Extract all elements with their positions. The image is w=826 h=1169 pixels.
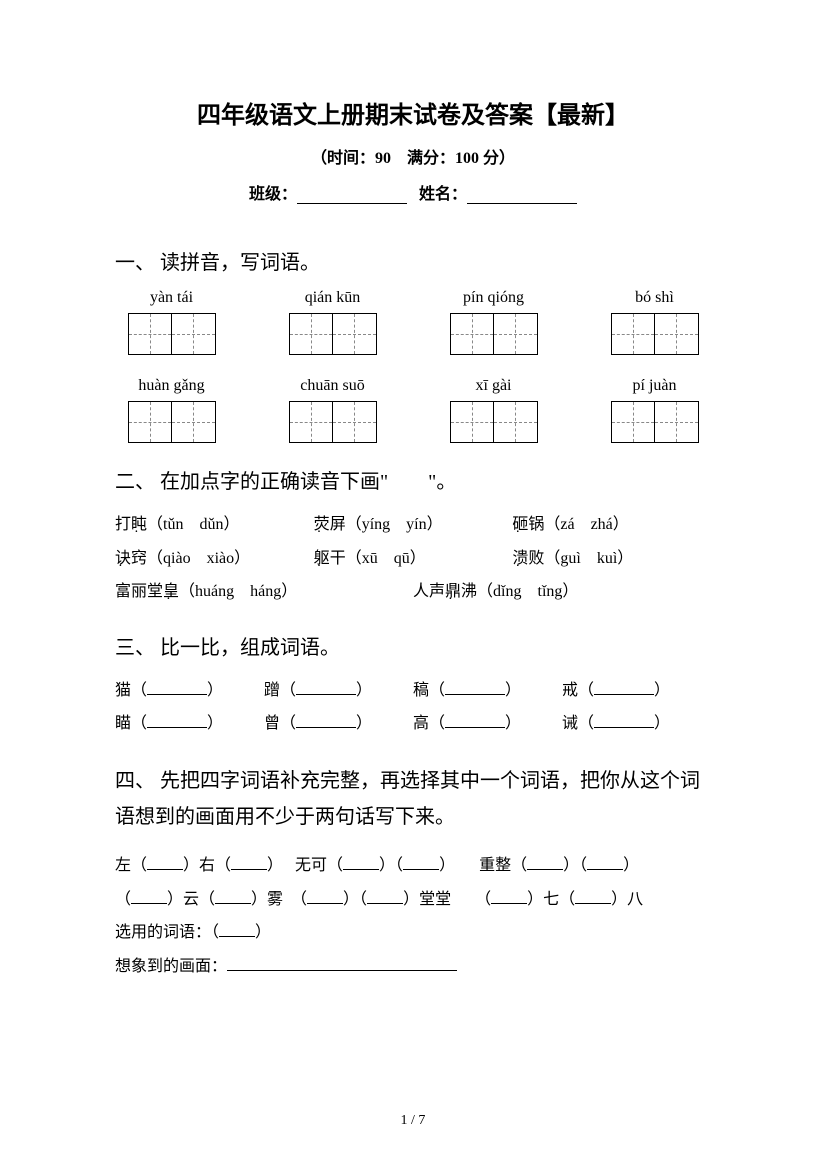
- q3-item: 瞄（）: [115, 707, 264, 741]
- q3-item: 稿（）: [413, 674, 562, 708]
- q2-item: 荧屏（yíng yín）: [314, 508, 513, 542]
- blank[interactable]: [215, 888, 251, 904]
- blank[interactable]: [491, 888, 527, 904]
- pinyin-text: chuān suō: [280, 377, 385, 395]
- q1-heading: 一、 读拼音，写词语。: [115, 246, 711, 275]
- q4-body: 左（）右（） 无可（）（） 重整（）（） （）云（）雾 （）（）堂堂 （）七（）…: [115, 849, 711, 983]
- q2-body: 打盹（tǔn dǔn） 荧屏（yíng yín） 砸锅（zá zhá） 诀窍（q…: [115, 508, 711, 609]
- blank[interactable]: [296, 712, 356, 728]
- name-label: 姓名：: [419, 186, 467, 203]
- pinyin-group: qián kūn: [280, 289, 385, 355]
- blank[interactable]: [367, 888, 403, 904]
- blank[interactable]: [343, 854, 379, 870]
- name-blank[interactable]: [467, 186, 577, 204]
- q2-item: 诀窍（qiào xiào）: [115, 542, 314, 576]
- blank[interactable]: [147, 854, 183, 870]
- q3-item: 蹭（）: [264, 674, 413, 708]
- blank[interactable]: [594, 712, 654, 728]
- q2-item: 富丽堂皇（huáng háng）: [115, 575, 413, 609]
- blank[interactable]: [587, 854, 623, 870]
- q3-heading: 三、 比一比，组成词语。: [115, 631, 711, 660]
- q4-selected: 选用的词语：（）: [115, 916, 711, 950]
- q2-heading: 二、 在加点字的正确读音下画" "。: [115, 465, 711, 494]
- blank-long[interactable]: [227, 955, 457, 971]
- q2-item: 砸锅（zá zhá）: [512, 508, 711, 542]
- exam-title: 四年级语文上册期末试卷及答案【最新】: [115, 95, 711, 130]
- blank[interactable]: [575, 888, 611, 904]
- pinyin-group: bó shì: [602, 289, 707, 355]
- q1-row2: huàn gǎng chuān suō xī gài pí juàn: [115, 377, 711, 443]
- q4-imagine: 想象到的画面：: [115, 950, 711, 984]
- q2-item: 躯干（xū qū）: [314, 542, 513, 576]
- q3-item: 曾（）: [264, 707, 413, 741]
- blank[interactable]: [307, 888, 343, 904]
- class-blank[interactable]: [297, 186, 407, 204]
- pinyin-text: qián kūn: [280, 289, 385, 307]
- blank[interactable]: [445, 679, 505, 695]
- q2-item: 打盹（tǔn dǔn）: [115, 508, 314, 542]
- pinyin-group: pí juàn: [602, 377, 707, 443]
- q4-line1: 左（）右（） 无可（）（） 重整（）（）: [115, 849, 711, 883]
- q4-line2: （）云（）雾 （）（）堂堂 （）七（）八: [115, 883, 711, 917]
- q3-item: 戒（）: [562, 674, 711, 708]
- blank[interactable]: [131, 888, 167, 904]
- char-box[interactable]: [289, 401, 377, 443]
- q4-heading: 四、 先把四字词语补充完整，再选择其中一个词语，把你从这个词语想到的画面用不少于…: [115, 763, 711, 835]
- char-box[interactable]: [128, 313, 216, 355]
- q2-item: 人声鼎沸（dǐng tǐng）: [413, 575, 711, 609]
- pinyin-group: huàn gǎng: [119, 377, 224, 443]
- pinyin-group: xī gài: [441, 377, 546, 443]
- exam-subtitle: （时间：90 满分：100 分）: [115, 144, 711, 168]
- page-number: 1 / 7: [0, 1113, 826, 1129]
- blank[interactable]: [219, 921, 255, 937]
- char-box[interactable]: [450, 313, 538, 355]
- q1-row1: yàn tái qián kūn pín qióng bó shì: [115, 289, 711, 355]
- q3-item: 诫（）: [562, 707, 711, 741]
- char-box[interactable]: [450, 401, 538, 443]
- blank[interactable]: [594, 679, 654, 695]
- pinyin-text: xī gài: [441, 377, 546, 395]
- pinyin-text: pí juàn: [602, 377, 707, 395]
- q3-item: 猫（）: [115, 674, 264, 708]
- student-info-line: 班级： 姓名：: [115, 180, 711, 204]
- char-box[interactable]: [611, 401, 699, 443]
- q3-item: 高（）: [413, 707, 562, 741]
- blank[interactable]: [403, 854, 439, 870]
- q2-item: 溃败（guì kuì）: [512, 542, 711, 576]
- pinyin-group: pín qióng: [441, 289, 546, 355]
- blank[interactable]: [147, 712, 207, 728]
- blank[interactable]: [296, 679, 356, 695]
- pinyin-text: yàn tái: [119, 289, 224, 307]
- char-box[interactable]: [611, 313, 699, 355]
- char-box[interactable]: [128, 401, 216, 443]
- char-box[interactable]: [289, 313, 377, 355]
- blank[interactable]: [147, 679, 207, 695]
- pinyin-text: huàn gǎng: [119, 377, 224, 395]
- pinyin-text: bó shì: [602, 289, 707, 307]
- blank[interactable]: [445, 712, 505, 728]
- q3-body: 猫（） 蹭（） 稿（） 戒（） 瞄（） 曾（） 高（） 诫（）: [115, 674, 711, 741]
- pinyin-group: yàn tái: [119, 289, 224, 355]
- pinyin-group: chuān suō: [280, 377, 385, 443]
- blank[interactable]: [231, 854, 267, 870]
- pinyin-text: pín qióng: [441, 289, 546, 307]
- class-label: 班级：: [249, 186, 297, 203]
- blank[interactable]: [527, 854, 563, 870]
